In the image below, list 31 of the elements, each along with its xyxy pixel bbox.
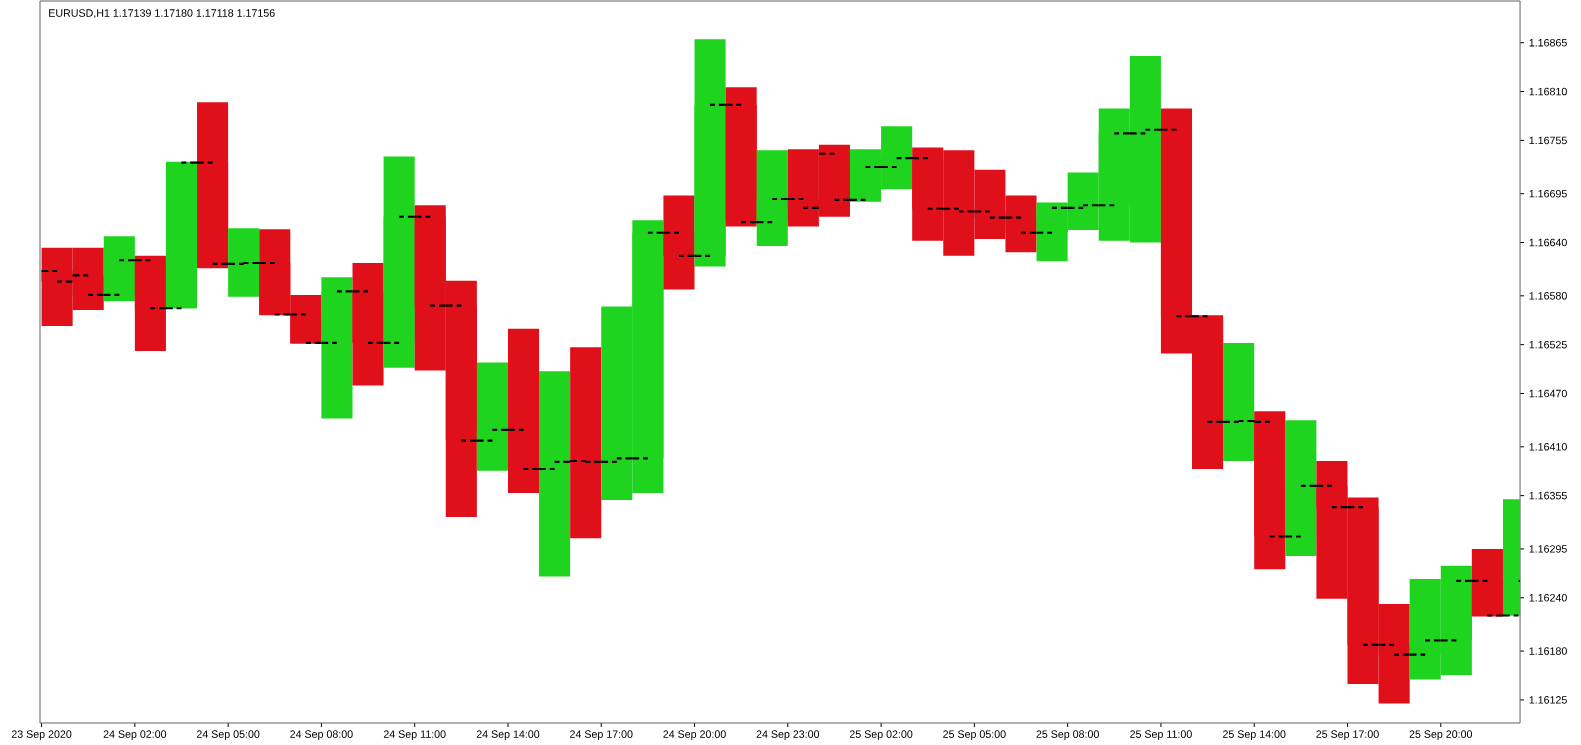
x-tick-label: 25 Sep 11:00 <box>1130 730 1192 741</box>
x-tick-label: 24 Sep 05:00 <box>196 730 260 741</box>
y-tick-label: 1.16525 <box>1529 340 1567 349</box>
x-tick-label: 24 Sep 11:00 <box>383 730 446 741</box>
y-tick-label: 1.16180 <box>1529 647 1567 655</box>
x-tick-label: 24 Sep 08:00 <box>290 730 353 741</box>
x-tick-label: 24 Sep 23:00 <box>756 730 820 741</box>
y-tick-label: 1.16810 <box>1529 87 1567 96</box>
x-tick-label: 25 Sep 05:00 <box>943 730 1006 741</box>
x-tick-label: 25 Sep 20:00 <box>1409 730 1473 741</box>
x-tick-label: 23 Sep 2020 <box>11 730 72 741</box>
y-tick-label: 1.16240 <box>1529 593 1567 602</box>
y-tick-label: 1.16295 <box>1529 545 1567 553</box>
y-tick-label: 1.16355 <box>1529 491 1567 500</box>
y-tick-label: 1.16695 <box>1529 189 1567 198</box>
y-tick-label: 1.16125 <box>1529 696 1567 704</box>
y-tick-label: 1.16640 <box>1529 238 1567 247</box>
x-tick-label: 25 Sep 02:00 <box>849 730 913 741</box>
x-tick-label: 25 Sep 17:00 <box>1316 730 1379 741</box>
y-tick-label: 1.16410 <box>1529 443 1567 451</box>
x-tick-label: 25 Sep 08:00 <box>1036 730 1099 741</box>
y-tick-label: 1.16755 <box>1529 136 1567 145</box>
x-tick-label: 24 Sep 14:00 <box>476 730 540 741</box>
y-tick-label: 1.16865 <box>1529 38 1567 47</box>
y-tick-label: 1.16470 <box>1529 389 1567 398</box>
x-tick-label: 24 Sep 02:00 <box>103 730 167 741</box>
x-tick-label: 24 Sep 20:00 <box>663 730 726 741</box>
x-tick-label: 24 Sep 17:00 <box>570 730 633 741</box>
y-tick-label: 1.16580 <box>1529 292 1567 300</box>
x-tick-label: 25 Sep 14:00 <box>1223 730 1286 741</box>
text: EURUSD,H1 1.17139 1.17180 1.17118 1.17156 <box>49 9 275 19</box>
